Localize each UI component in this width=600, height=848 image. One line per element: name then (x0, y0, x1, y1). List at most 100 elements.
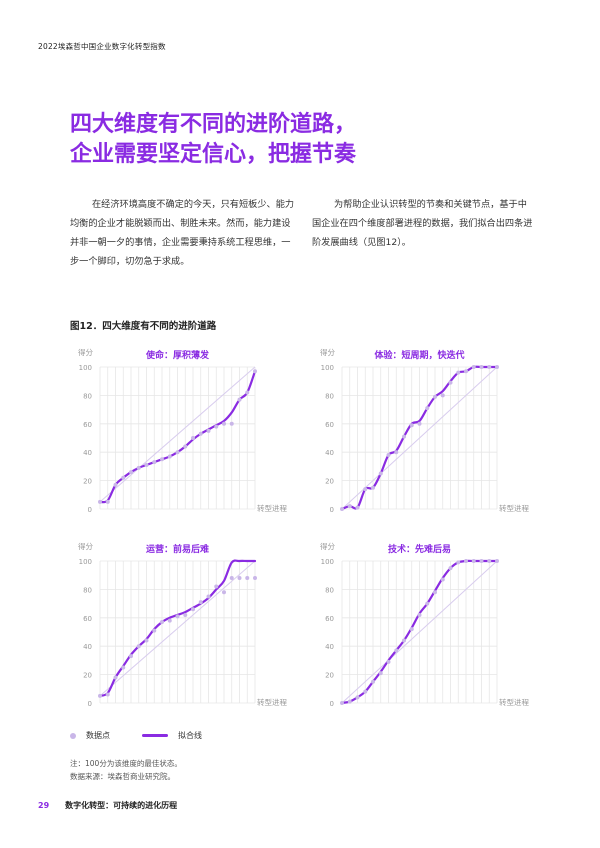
data-point (441, 393, 445, 397)
y-tick-label: 80 (83, 392, 92, 400)
data-point (363, 690, 367, 694)
data-point (137, 644, 141, 648)
header-title: 2022埃森哲中国企业数字化转型指数 (38, 41, 166, 52)
data-point (183, 445, 187, 449)
x-axis-label: 转型进程 (257, 697, 287, 707)
y-tick-label: 20 (325, 478, 334, 486)
data-point (379, 671, 383, 675)
y-tick-label: 60 (325, 615, 334, 623)
chart-svg: 020406080100得分转型进程技术：先难后易 (312, 536, 522, 711)
y-axis-label: 得分 (78, 347, 93, 357)
data-point (394, 648, 398, 652)
data-point (402, 435, 406, 439)
data-point (106, 692, 110, 696)
data-point (418, 613, 422, 617)
legend-fit-label: 拟合线 (178, 730, 202, 741)
data-point (152, 460, 156, 464)
chart-svg: 020406080100得分转型进程使命：厚积薄发 (70, 342, 280, 517)
data-point (230, 576, 234, 580)
data-point (145, 463, 149, 467)
data-point (394, 450, 398, 454)
data-point (129, 470, 133, 474)
data-point (176, 450, 180, 454)
headline-line-2: 企业需要坚定信心，把握节奏 (70, 140, 356, 170)
data-point (238, 576, 242, 580)
data-point (410, 627, 414, 631)
data-point (222, 590, 226, 594)
data-point (449, 381, 453, 385)
data-point (160, 620, 164, 624)
chart-title: 体验：短周期，快迭代 (374, 349, 464, 361)
data-point (495, 559, 499, 563)
chart-title: 使命：厚积薄发 (145, 349, 210, 361)
data-point (387, 660, 391, 664)
chart-svg: 020406080100得分转型进程运营：前易后难 (70, 536, 280, 711)
x-axis-label: 转型进程 (499, 697, 529, 707)
data-point (168, 619, 172, 623)
page-number: 29 (38, 801, 49, 810)
data-point (371, 680, 375, 684)
data-point (191, 436, 195, 440)
data-point (160, 457, 164, 461)
footer: 29 数字化转型：可持续的进化历程 (38, 800, 177, 811)
data-point (199, 600, 203, 604)
data-point (371, 486, 375, 490)
data-point (402, 639, 406, 643)
data-point (207, 595, 211, 599)
legend-point-marker (70, 733, 76, 739)
chart-title: 技术：先难后易 (388, 543, 451, 555)
figure-notes: 注：100分为该维度的最佳状态。 数据来源：埃森哲商业研究院。 (70, 757, 182, 783)
data-point (106, 500, 110, 504)
data-point (152, 629, 156, 633)
data-point (98, 694, 102, 698)
data-point (214, 585, 218, 589)
data-point (98, 500, 102, 504)
data-point (495, 365, 499, 369)
y-axis-label: 得分 (320, 541, 335, 551)
data-point (363, 487, 367, 491)
y-tick-label: 20 (83, 478, 92, 486)
data-point (472, 365, 476, 369)
data-point (183, 613, 187, 617)
data-point (230, 422, 234, 426)
data-point (356, 695, 360, 699)
headline-line-1: 四大维度有不同的进阶道路， (70, 110, 356, 140)
y-tick-label: 0 (330, 700, 334, 708)
source-text: 数据来源：埃森哲商业研究院。 (70, 770, 182, 783)
data-point (418, 422, 422, 426)
data-point (348, 700, 352, 704)
y-tick-label: 40 (83, 449, 92, 457)
data-point (456, 371, 460, 375)
data-point (199, 432, 203, 436)
data-point (379, 472, 383, 476)
data-point (245, 576, 249, 580)
chart-mission: 0 20 40 60 80 100 得分 转型进程 使命：厚积薄发 (70, 342, 280, 517)
y-tick-label: 40 (83, 643, 92, 651)
data-point (214, 425, 218, 429)
data-point (145, 639, 149, 643)
data-point (464, 369, 468, 373)
data-point (207, 429, 211, 433)
data-point (480, 365, 484, 369)
chart-svg: 020406080100得分转型进程体验：短周期，快迭代 (312, 342, 522, 517)
y-tick-label: 60 (83, 421, 92, 429)
note-text: 注：100分为该维度的最佳状态。 (70, 757, 182, 770)
headline: 四大维度有不同的进阶道路， 企业需要坚定信心，把握节奏 (70, 110, 356, 170)
data-point (340, 507, 344, 511)
data-point (114, 483, 118, 487)
legend-points-label: 数据点 (86, 730, 110, 741)
data-point (253, 576, 257, 580)
data-point (480, 559, 484, 563)
data-point (464, 559, 468, 563)
y-tick-label: 100 (79, 558, 92, 566)
y-tick-label: 0 (88, 506, 92, 514)
data-point (340, 701, 344, 705)
y-tick-label: 100 (79, 364, 92, 372)
y-tick-label: 80 (325, 586, 334, 594)
body-paragraph-right: 为帮助企业认识转型的节奏和关键节点，基于中国企业在四个维度部署进程的数据，我们拟… (312, 195, 534, 252)
legend: 数据点 拟合线 (70, 730, 202, 741)
figure-title: 图12．四大维度有不同的进阶道路 (70, 318, 216, 332)
data-point (487, 365, 491, 369)
y-tick-label: 80 (325, 392, 334, 400)
y-tick-label: 40 (325, 449, 334, 457)
